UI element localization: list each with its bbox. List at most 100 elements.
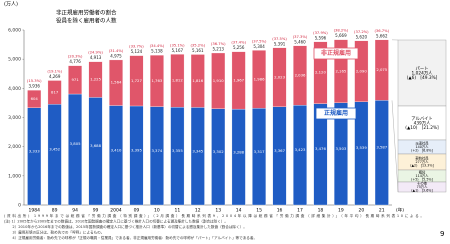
nonregular-bar xyxy=(88,61,103,98)
segment-label: 1,986 xyxy=(254,76,265,81)
breakdown-box xyxy=(397,181,447,193)
breakdown-amount: 277万人 xyxy=(416,160,430,164)
segment-label: 604 xyxy=(31,96,39,101)
x-tick-label: 11 xyxy=(174,208,180,214)
segment-label: 1,727 xyxy=(131,78,142,83)
y-tick-label: 5,000 xyxy=(8,57,21,63)
breakdown-amount: 140万人 xyxy=(416,145,430,149)
segment-label: 3,355 xyxy=(172,148,183,153)
ratio-label: (35.2%) xyxy=(190,43,205,47)
ratio-label: (38.2%) xyxy=(334,29,349,33)
nonregular-bar xyxy=(149,55,164,107)
regular-bar xyxy=(68,93,83,206)
x-tick-label: 94 xyxy=(72,208,78,214)
ratio-label: (24.9%) xyxy=(88,51,103,55)
y-tick-label: 3,000 xyxy=(8,115,21,121)
segment-label: 3,476 xyxy=(315,146,326,151)
note: (注) 1）2005年から2009年までの数値は、2010年国勢調査の確定人口に… xyxy=(4,219,228,224)
note: (資料出所) 1999年までは総務省「労働力調査（特別調査）」（2月調査）長期時… xyxy=(4,213,424,218)
breakdown-detail: (▲6) [49.3%] xyxy=(407,75,438,81)
segment-label: 3,452 xyxy=(49,147,60,152)
note: 2）2010年から2016年までの数値は、2015年国勢調査の確定人口に基づく推… xyxy=(4,224,247,229)
total-label: 5,304 xyxy=(253,44,265,49)
segment-label: 2,075 xyxy=(376,67,387,72)
breakdown-name: 契約社員 xyxy=(415,155,429,160)
segment-label: 3,805 xyxy=(70,141,81,146)
ratio-label: (37.5%) xyxy=(272,37,287,41)
regular-bar xyxy=(272,106,287,206)
breakdown-box xyxy=(397,39,447,107)
breakdown-name: アルバイト xyxy=(411,116,432,122)
breakdown-amount: 1,024万人 xyxy=(412,71,434,77)
nonregular-bar xyxy=(109,59,123,106)
segment-label: 1,763 xyxy=(151,78,162,83)
regular-bar xyxy=(149,106,164,206)
regular-bar xyxy=(231,108,246,206)
breakdown-amount: 75万人 xyxy=(417,185,428,189)
ratio-label: (19.1%) xyxy=(47,69,62,73)
x-tick-label: 99 xyxy=(93,208,99,214)
total-label: 4,269 xyxy=(49,74,61,79)
total-label: 5,460 xyxy=(294,39,306,44)
connector xyxy=(391,100,399,193)
segment-label: 3,317 xyxy=(254,149,265,154)
breakdown-name: 派遣社員 xyxy=(415,140,429,145)
nonregular-bar xyxy=(68,65,83,95)
x-tick-label: 89 xyxy=(52,208,58,214)
ratio-label: (35.1%) xyxy=(170,43,185,47)
regular-bar xyxy=(252,108,267,206)
ratio-label: (36.7%) xyxy=(374,29,389,33)
segment-label: 1,564 xyxy=(111,80,122,85)
x-tick-label: 21 xyxy=(379,208,385,214)
ratio-label: (37.5%) xyxy=(252,39,267,43)
nonregular-bar xyxy=(47,80,62,105)
x-tick-label: 16 xyxy=(277,208,283,214)
segment-label: 3,333 xyxy=(29,149,40,154)
x-tick-label: 15 xyxy=(256,208,262,214)
total-label: 5,596 xyxy=(315,35,327,40)
total-label: 5,138 xyxy=(151,49,163,54)
x-tick-label: 12 xyxy=(195,208,201,214)
nonregular-bar xyxy=(190,54,205,108)
total-title: 役員を除く雇用者の人数 xyxy=(56,17,117,25)
nonregular-bar xyxy=(211,52,226,109)
segment-label: 3,410 xyxy=(111,147,122,152)
note: 4）正規雇用労働者：勤め先での呼称が「正規の職員・従業員」である者。非正規雇用労… xyxy=(4,235,257,240)
total-label: 4,913 xyxy=(90,55,102,60)
segment-label: 2,120 xyxy=(315,70,326,75)
segment-label: 3,587 xyxy=(376,144,387,149)
segment-label: 3,374 xyxy=(151,148,162,153)
x-tick-label: 1984 xyxy=(28,208,40,214)
segment-label: 1,812 xyxy=(172,78,183,83)
total-label: 3,936 xyxy=(28,84,40,89)
regular-bar xyxy=(374,100,389,206)
segment-label: 3,288 xyxy=(233,149,244,154)
nonregular-bar xyxy=(129,55,144,107)
segment-label: 1,967 xyxy=(233,77,244,82)
total-label: 4,975 xyxy=(110,53,122,58)
breakdown-amount: 439万人 xyxy=(414,121,431,127)
segment-label: 1,816 xyxy=(192,78,203,83)
total-label: 5,662 xyxy=(376,33,388,38)
regular-bar xyxy=(88,97,103,206)
breakdown-detail: (+2) [6.8%] xyxy=(411,149,433,153)
nonregular-bar xyxy=(374,39,389,101)
legend-label: 非正規雇用 xyxy=(321,49,351,57)
x-tick-label: 09 xyxy=(134,208,140,214)
segment-label: 2,165 xyxy=(335,68,346,73)
regular-bar xyxy=(170,106,185,206)
ratio-label: (36.7%) xyxy=(211,42,226,46)
x-tick-label: 13 xyxy=(215,208,221,214)
ratio-label: (15.3%) xyxy=(27,79,42,83)
x-tick-label: 2004 xyxy=(110,208,122,214)
ratio-label: (37.2%) xyxy=(354,30,369,34)
breakdown-name: その他 xyxy=(417,180,428,185)
regular-bar xyxy=(293,105,307,206)
x-tick-label: 19 xyxy=(338,208,344,214)
total-label: 5,213 xyxy=(212,46,224,51)
segment-label: 971 xyxy=(71,77,79,82)
segment-label: 3,423 xyxy=(295,147,306,152)
ratio-label: (33.7%) xyxy=(129,45,144,49)
page-number: 9 xyxy=(440,230,444,238)
